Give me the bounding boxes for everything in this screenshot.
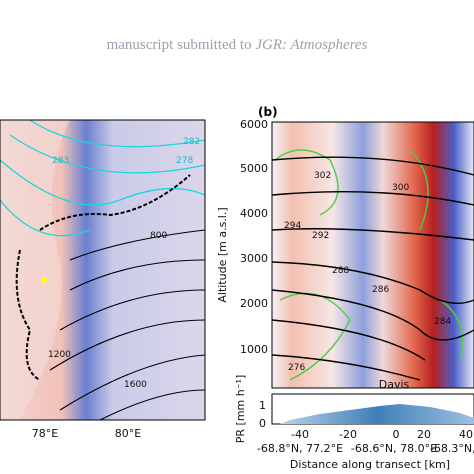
contour-label: 300	[392, 183, 409, 193]
coastline	[15, 174, 191, 381]
header: manuscript submitted to JGR: Atmospheres	[107, 37, 368, 53]
x-tick-label: 0	[393, 428, 400, 441]
contour-label: 284	[434, 317, 451, 327]
section-frame	[271, 121, 474, 389]
pr-axis-label: PR [mm h⁻¹]	[234, 375, 247, 443]
location-label: -68.6°N, 78.0°E	[351, 442, 437, 455]
contour-label: 283	[52, 156, 69, 166]
theta-contours	[0, 119, 206, 237]
theta-contours-b	[271, 156, 474, 381]
section-field	[272, 122, 474, 388]
y-axis-label: Altitude [m a.s.l.]	[216, 207, 229, 302]
x-tick-label: 40	[459, 428, 473, 441]
panel-label: (b)	[258, 105, 278, 119]
y-tick-label: 3000	[240, 252, 268, 265]
map-frame	[0, 119, 206, 421]
journal: JGR: Atmospheres	[255, 37, 367, 53]
map-shade	[0, 120, 70, 420]
x-tick-label: -20	[339, 428, 357, 441]
x-ticks: -40 -20 0 20 40	[291, 428, 473, 441]
y-ticks: 1000 2000 3000 4000 5000 6000	[240, 118, 268, 356]
wind-contours	[274, 149, 464, 381]
y-tick-label: 5000	[240, 162, 268, 175]
contour-label: 286	[372, 285, 389, 295]
contour-label: 294	[284, 221, 301, 231]
x-axis-label: Distance along transect [km]	[290, 458, 450, 471]
contour-label: 1600	[124, 380, 147, 390]
y-tick-label: 4000	[240, 207, 268, 220]
x-tick-label: 80°E	[115, 427, 141, 440]
y-tick-label: 6000	[240, 118, 268, 131]
x-tick-label: 78°E	[32, 427, 58, 440]
location-label: -68.3°N, 7	[430, 442, 474, 455]
location-label: -68.8°N, 77.2°E	[257, 442, 343, 455]
x-tick-label: -40	[291, 428, 309, 441]
contour-label: 278	[176, 156, 193, 166]
pr-area	[280, 404, 474, 424]
x-tick-label: 20	[417, 428, 431, 441]
contour-label: 292	[312, 231, 329, 241]
header-text: manuscript submitted to	[107, 37, 252, 53]
y-tick-label: 2000	[240, 297, 268, 310]
contour-label: 302	[314, 171, 331, 181]
height-contours	[49, 229, 206, 421]
contour-label: 800	[150, 231, 167, 241]
station-label: Davis	[379, 378, 410, 391]
contour-label: 288	[332, 266, 349, 276]
station-marker	[41, 277, 47, 283]
pr-tick-label: 1	[259, 399, 266, 412]
contour-label: 282	[183, 137, 200, 147]
contour-label: 1200	[48, 350, 71, 360]
y-tick-label: 1000	[240, 343, 268, 356]
pr-tick-label: 0	[259, 417, 266, 430]
contour-label: 276	[288, 363, 305, 373]
